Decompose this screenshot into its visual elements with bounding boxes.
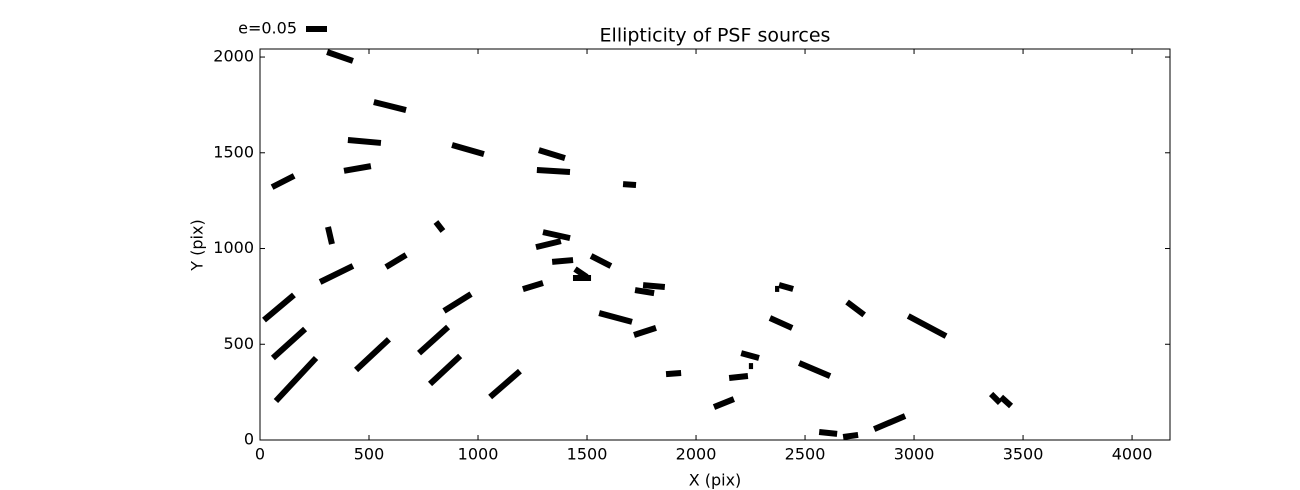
y-tick-label: 2000 [213,47,254,66]
y-axis-label: Y (pix) [188,219,207,271]
x-tick-label: 1000 [458,445,499,464]
whisker [740,350,760,361]
whisker [634,287,655,297]
whisker [354,337,391,373]
whisker [728,373,749,381]
y-tick-label: 1000 [213,238,254,257]
whisker [536,166,571,175]
x-tick-label: 1500 [567,445,608,464]
whisker [522,280,544,292]
whisker [427,353,463,387]
whisker [488,368,522,400]
x-axis-label: X (pix) [689,471,742,490]
whisker [326,49,354,64]
whisker [535,238,562,251]
whisker [325,226,335,245]
x-tick-label: 2500 [785,445,826,464]
legend-label: e=0.05 [238,19,297,38]
whisker [818,428,838,437]
y-tick-label: 0 [244,430,254,449]
whisker [633,325,657,338]
whisker [384,252,408,270]
whisker [622,181,637,189]
whisker [845,299,866,318]
whisker [318,263,355,285]
whisker [551,257,574,265]
whisker [451,142,485,157]
x-tick-label: 500 [354,445,385,464]
whisker [270,326,308,361]
whisker [542,229,571,242]
y-tick-label: 500 [223,334,254,353]
x-tick-label: 2000 [676,445,717,464]
whisker [906,313,948,339]
x-tick-label: 3500 [1003,445,1044,464]
whisker [347,137,382,146]
whisker [797,360,832,379]
x-tick-label: 3000 [894,445,935,464]
whisker [262,292,296,323]
whisker [999,394,1014,409]
whisker [442,291,473,314]
whisker [273,355,319,404]
whisker [270,173,296,190]
whisker [665,370,682,378]
whisker [642,282,666,290]
whisker [373,99,407,113]
whisker [433,220,446,233]
whisker [417,324,451,356]
whisker [537,147,566,161]
whisker [343,163,372,174]
x-tick-label: 0 [255,445,265,464]
whisker [712,396,735,410]
whisker [589,253,613,269]
y-tick-label: 1500 [213,142,254,161]
chart-title: Ellipticity of PSF sources [600,25,831,47]
whisker [598,310,633,325]
whisker [842,431,859,441]
whisker [872,413,907,432]
x-tick-label: 4000 [1112,445,1153,464]
whisker [768,315,794,331]
plot-frame [259,48,1171,441]
whisker [778,282,794,292]
whisker [989,391,1003,406]
